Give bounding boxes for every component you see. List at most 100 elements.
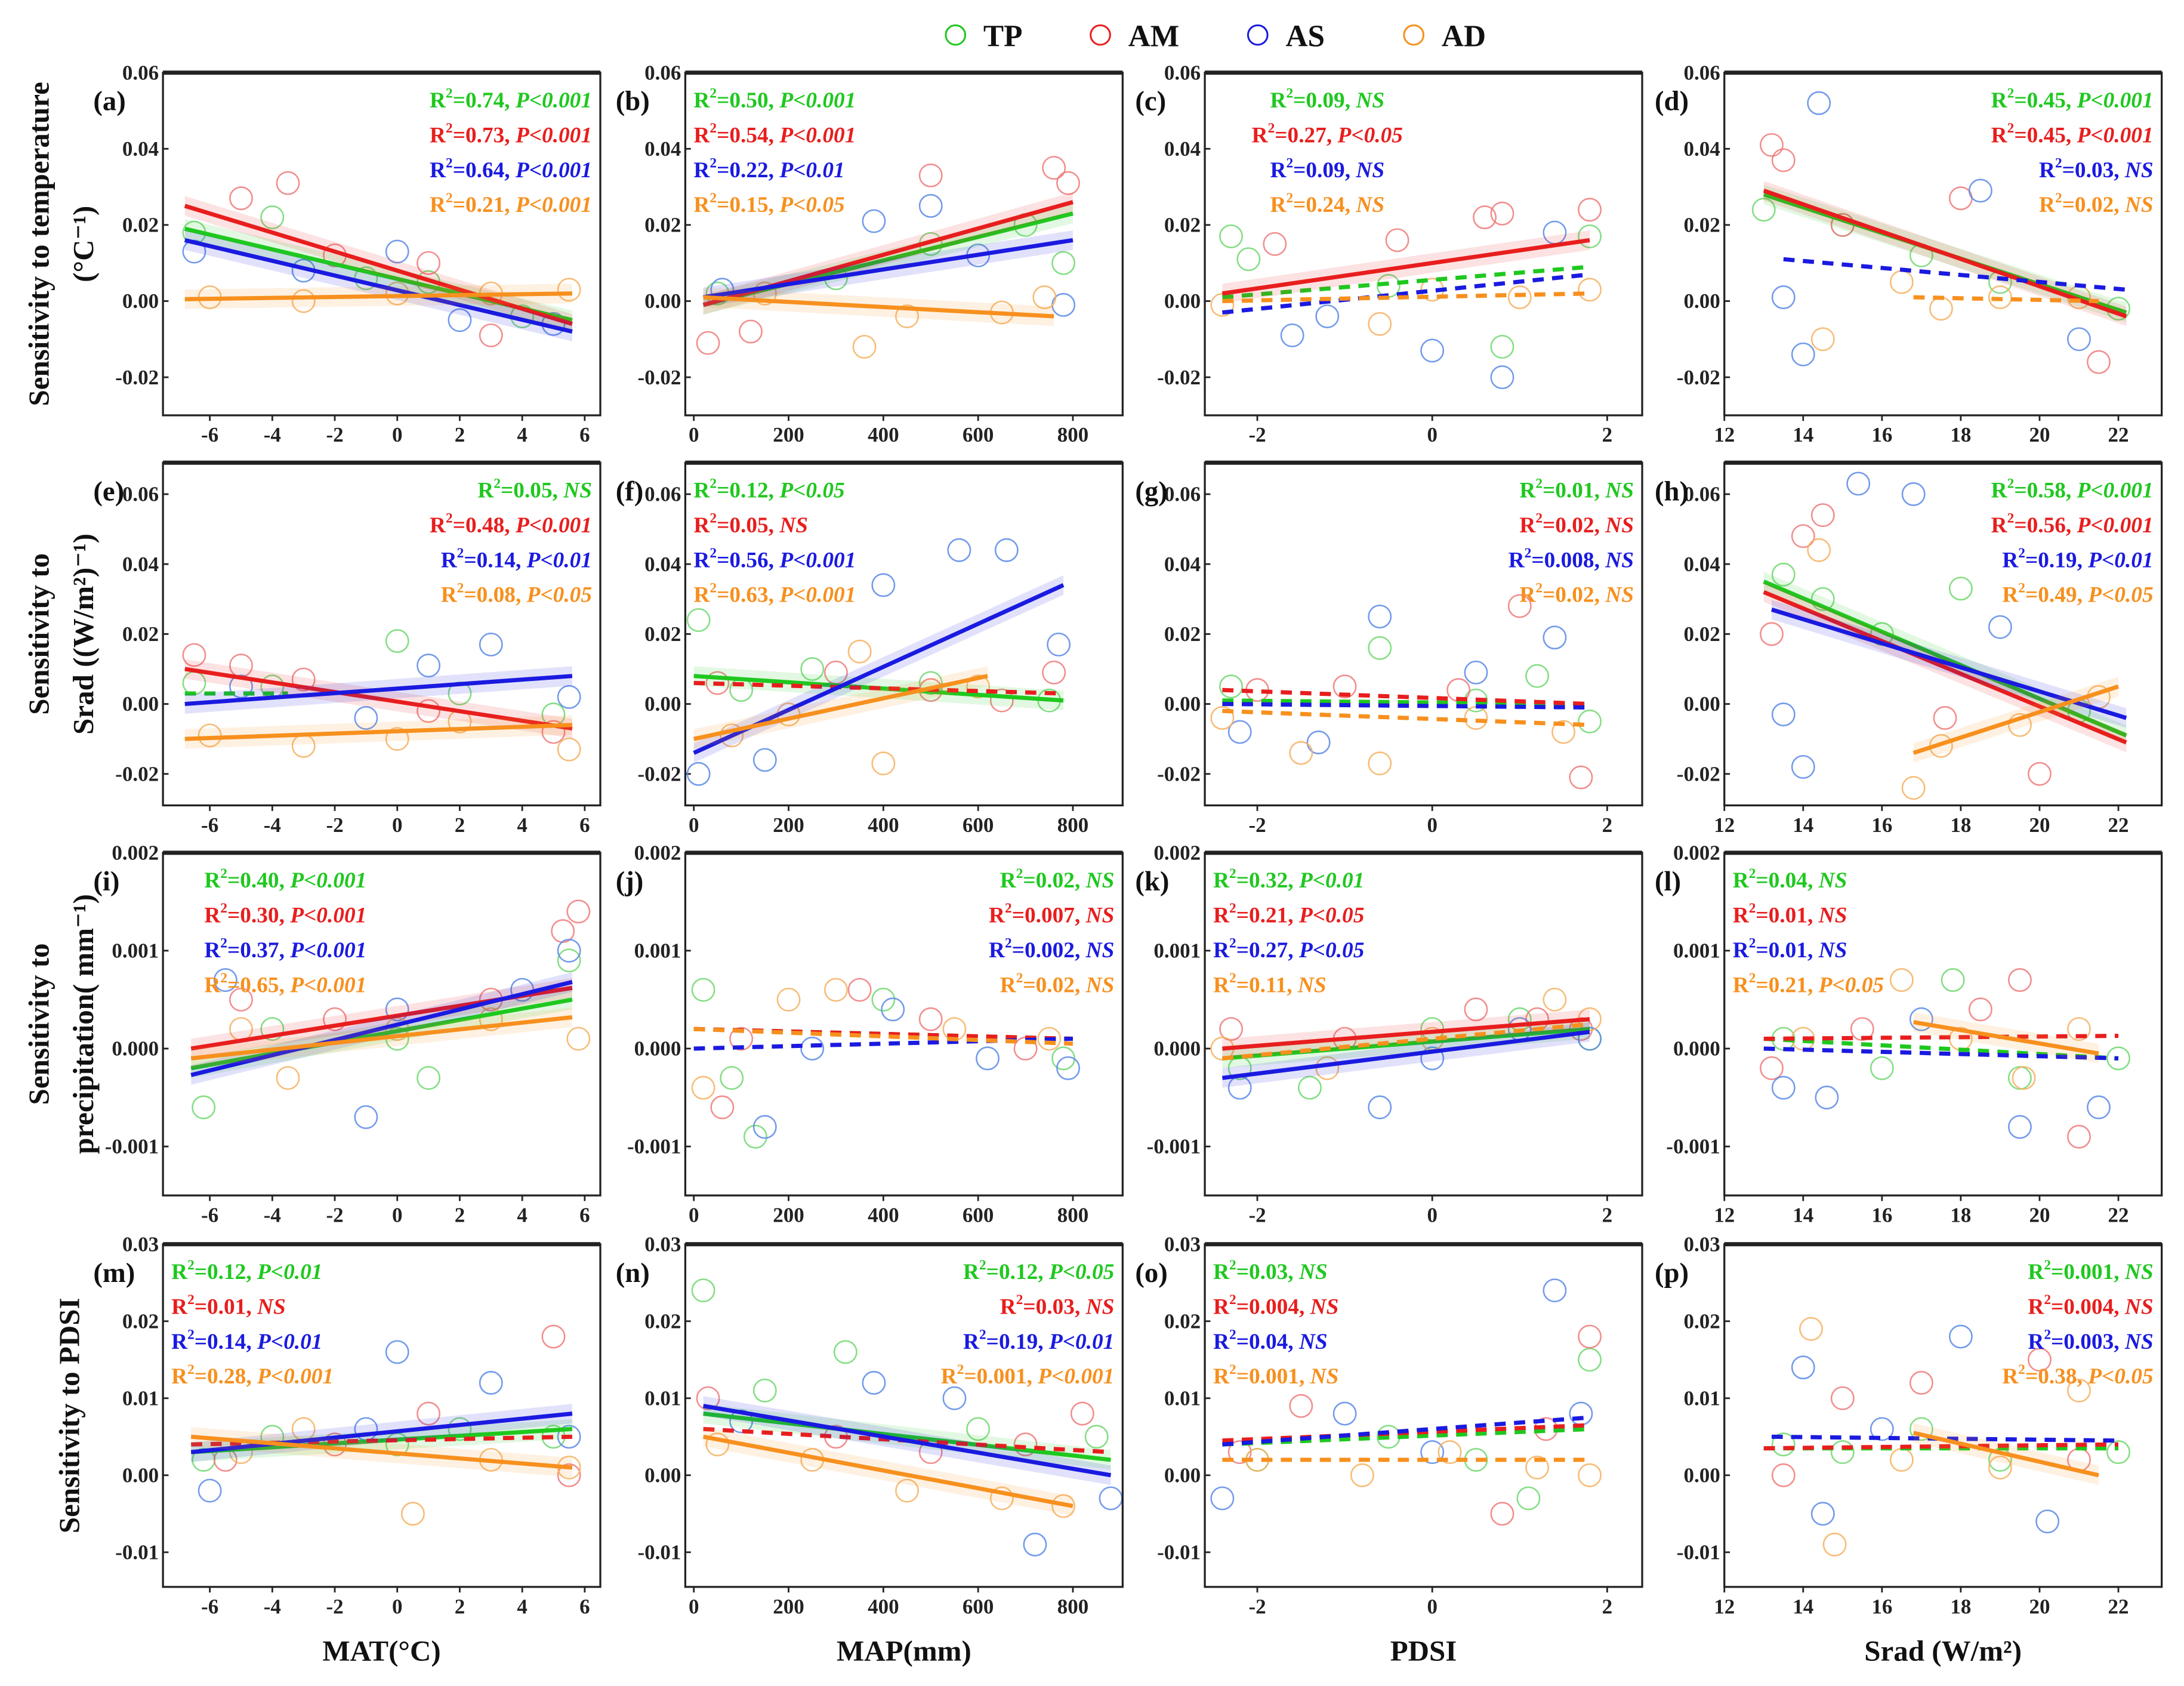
x-tick-label: -2	[1248, 1595, 1266, 1618]
stat-annotation-as: R2=0.19, P<0.01	[963, 1327, 1114, 1354]
fit-line-ad	[1913, 1020, 2099, 1056]
point-am	[417, 1401, 441, 1426]
point-am	[1791, 524, 1815, 548]
point-as	[862, 209, 886, 233]
point-tp	[192, 1095, 216, 1120]
point-as	[1909, 1007, 1933, 1031]
panel-grid: 0.06 0.04 0.02 0.00 -0.02 -6 -4 -2 0 2 4 6 (a) R2=0.7…	[93, 61, 2163, 1618]
fit-line-ad	[184, 723, 573, 741]
p-value: P<0.05	[526, 583, 592, 608]
p-value: P<0.01	[257, 1260, 322, 1284]
p-value: NS	[1298, 1330, 1328, 1354]
p-value: NS	[1310, 1364, 1339, 1389]
panel-g: 0.06 0.04 0.02 0.00 -0.02 -2 0 2 (g) R2=0.01, NS R…	[1135, 460, 1643, 837]
x-tick-label: 800	[1057, 1203, 1089, 1226]
point-am	[1830, 1386, 1855, 1410]
stat-annotation-ad: R2=0.65, P<0.001	[204, 970, 366, 997]
x-tick-label: 18	[1950, 423, 1971, 446]
point-am	[1933, 706, 1957, 730]
r2-value: =0.05,	[501, 479, 563, 503]
point-am	[1013, 1432, 1038, 1457]
point-ad	[1350, 1463, 1374, 1487]
superscript: 2	[1749, 970, 1756, 986]
fit-line-as	[703, 238, 1074, 300]
y-tick-label: 0.000	[1673, 1037, 1720, 1061]
x-tick-label: 4	[517, 423, 528, 446]
point-am	[696, 331, 720, 355]
superscript: 2	[1229, 936, 1236, 951]
plot-area	[190, 899, 591, 1129]
point-as	[2087, 1095, 2111, 1120]
x-tick-label: 0	[689, 1595, 699, 1618]
point-ad	[2012, 1066, 2036, 1090]
point-tp	[1525, 664, 1550, 688]
point-tp	[385, 629, 409, 654]
fit-line-as	[184, 238, 573, 334]
p-value: NS	[1818, 938, 1847, 963]
y-tick-label: -0.01	[638, 1541, 681, 1564]
point-am	[1909, 1371, 1933, 1395]
plot-area	[691, 978, 1080, 1149]
y-tick-label: 0.06	[122, 61, 159, 84]
p-value: P<0.05	[1298, 938, 1364, 963]
stat-annotation-ad: R2=0.21, P<0.05	[1733, 970, 1884, 997]
point-tp	[557, 948, 581, 973]
point-as	[994, 538, 1019, 562]
stat-annotation-ad: R2=0.001, P<0.001	[941, 1362, 1115, 1389]
r2-value: =0.09,	[1293, 158, 1356, 183]
p-value: P<0.05	[2087, 1364, 2153, 1389]
point-as	[448, 308, 472, 332]
point-ad	[479, 1007, 503, 1031]
point-tp	[2106, 1440, 2130, 1465]
superscript: 2	[2044, 1292, 2051, 1308]
superscript: 2	[1749, 866, 1756, 881]
y-tick-label: 0.06	[644, 61, 681, 84]
p-value: NS	[1605, 479, 1634, 503]
x-tick-label: 2	[455, 813, 465, 837]
stat-annotation-as: R2=0.37, P<0.001	[204, 936, 366, 963]
p-value: NS	[1085, 904, 1115, 928]
superscript: 2	[1229, 1292, 1236, 1308]
superscript: 2	[446, 511, 453, 526]
x-tick-label: 12	[1714, 813, 1735, 837]
x-tick-label: 0	[1427, 1595, 1438, 1618]
plot-area	[1210, 198, 1602, 390]
point-am	[2087, 350, 2111, 374]
stat-annotation-as: R2=0.03, NS	[2039, 155, 2154, 182]
y-tick-label: 0.02	[1683, 622, 1720, 646]
point-tp	[1368, 636, 1392, 660]
p-value: P<0.05	[1818, 973, 1884, 997]
p-value: NS	[1605, 548, 1634, 572]
stat-annotation-as: R2=0.003, NS	[2028, 1327, 2153, 1354]
fit-line-as	[1221, 1030, 1590, 1080]
r2-value: =0.03,	[2062, 158, 2125, 183]
x-tick-label: 16	[1871, 1595, 1892, 1618]
y-tick-label: -0.02	[115, 366, 159, 389]
x-tick-label: -6	[201, 813, 218, 837]
superscript: 2	[446, 121, 453, 136]
point-as	[417, 654, 441, 678]
stat-annotation-am: R2=0.21, P<0.05	[1213, 901, 1364, 927]
x-tick-label: -2	[1248, 1203, 1266, 1226]
r2-value: =0.37,	[227, 938, 290, 963]
superscript: 2	[446, 155, 453, 171]
superscript: 2	[1535, 511, 1543, 526]
y-tick-label: 0.00	[1164, 1464, 1201, 1487]
plot-area	[691, 1278, 1123, 1556]
x-tick-label: 18	[1950, 1203, 1971, 1226]
point-am	[323, 1007, 347, 1031]
stat-annotation-am: R2=0.54, P<0.001	[693, 121, 856, 147]
point-tp	[1941, 968, 1965, 993]
point-tp	[448, 1417, 472, 1441]
point-ad	[1901, 776, 1926, 800]
x-tick-label: 16	[1871, 423, 1892, 446]
r2-value: =0.003,	[2051, 1330, 2125, 1354]
p-value: P<0.01	[2087, 548, 2153, 572]
panel-label: (m)	[93, 1257, 135, 1289]
r2-value: =0.14,	[464, 548, 526, 572]
point-as	[1280, 323, 1304, 347]
stat-annotation-ad: R2=0.38, P<0.05	[2002, 1362, 2153, 1389]
point-ad	[1037, 1027, 1062, 1051]
plot-area	[190, 1324, 581, 1526]
y-tick-label: 0.01	[1683, 1386, 1720, 1410]
